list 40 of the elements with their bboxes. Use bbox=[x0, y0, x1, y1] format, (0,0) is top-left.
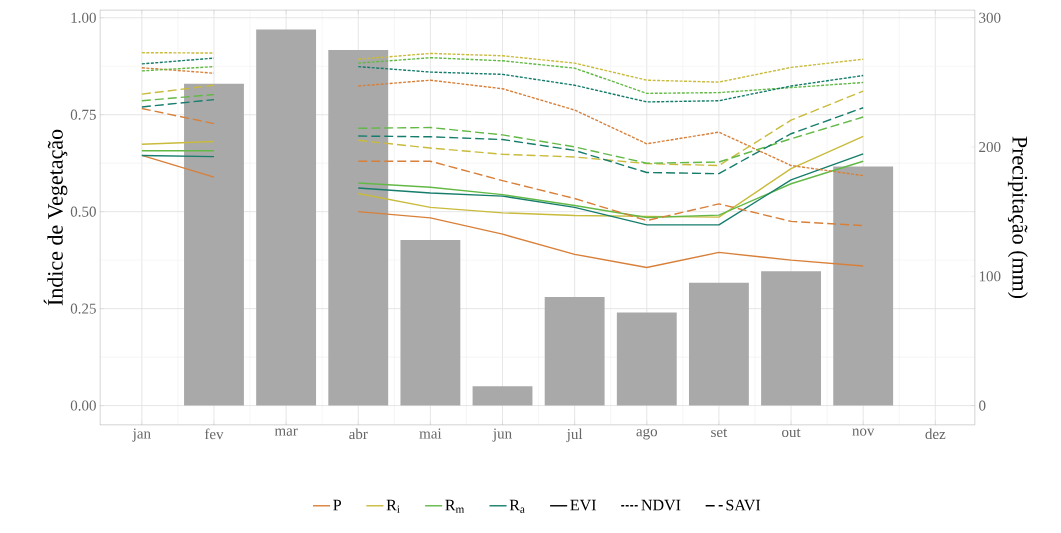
legend-label: R$_{a}$ bbox=[509, 499, 525, 513]
bar bbox=[184, 83, 244, 406]
legend-label: EVI bbox=[570, 499, 596, 511]
x-tick-label: mai bbox=[419, 428, 442, 439]
x-tick-label: abr bbox=[349, 428, 368, 440]
x-tick-label: mar bbox=[274, 428, 298, 436]
legend-label: SAVI bbox=[726, 499, 761, 511]
y-tick-label: 0.25 bbox=[70, 303, 96, 314]
x-tick-label: fev bbox=[204, 428, 224, 440]
legend-label: NDVI bbox=[641, 499, 681, 511]
bar bbox=[761, 271, 821, 406]
y-tick-label: 0.75 bbox=[70, 109, 96, 120]
x-tick-label: jan bbox=[132, 428, 151, 442]
y-tick-label: 1.00 bbox=[71, 12, 96, 23]
x-tick-label: jun bbox=[492, 428, 512, 442]
x-tick-label: dez bbox=[925, 428, 946, 440]
bar bbox=[328, 50, 389, 406]
bar bbox=[400, 240, 461, 406]
y-tick-label: 0.50 bbox=[70, 206, 96, 217]
bar bbox=[688, 282, 749, 406]
x-tick-label: jul bbox=[566, 428, 583, 443]
y-tick-label: 0.00 bbox=[70, 400, 96, 411]
bar bbox=[472, 386, 533, 406]
y2-tick-label: 300 bbox=[979, 12, 1001, 23]
y-axis-title: Índice de Vegetação bbox=[43, 129, 68, 306]
x-tick-label: ago bbox=[636, 428, 658, 440]
x-tick-label: set bbox=[711, 428, 728, 438]
bar bbox=[616, 312, 677, 406]
y2-tick-label: 0 bbox=[979, 400, 986, 411]
y2-tick-label: 200 bbox=[979, 141, 1001, 153]
bar bbox=[544, 297, 605, 406]
bar bbox=[256, 29, 317, 406]
x-tick-label: nov bbox=[852, 428, 875, 436]
y2-axis-title: Precipitação (mm) bbox=[1007, 136, 1028, 299]
bar bbox=[833, 166, 894, 406]
y2-tick-label: 100 bbox=[979, 271, 1001, 282]
legend-label: P bbox=[333, 499, 342, 511]
x-tick-label: out bbox=[782, 428, 801, 438]
legend-label: R$_{m}$ bbox=[445, 499, 465, 513]
legend-label: R$_{i}$ bbox=[386, 499, 400, 513]
